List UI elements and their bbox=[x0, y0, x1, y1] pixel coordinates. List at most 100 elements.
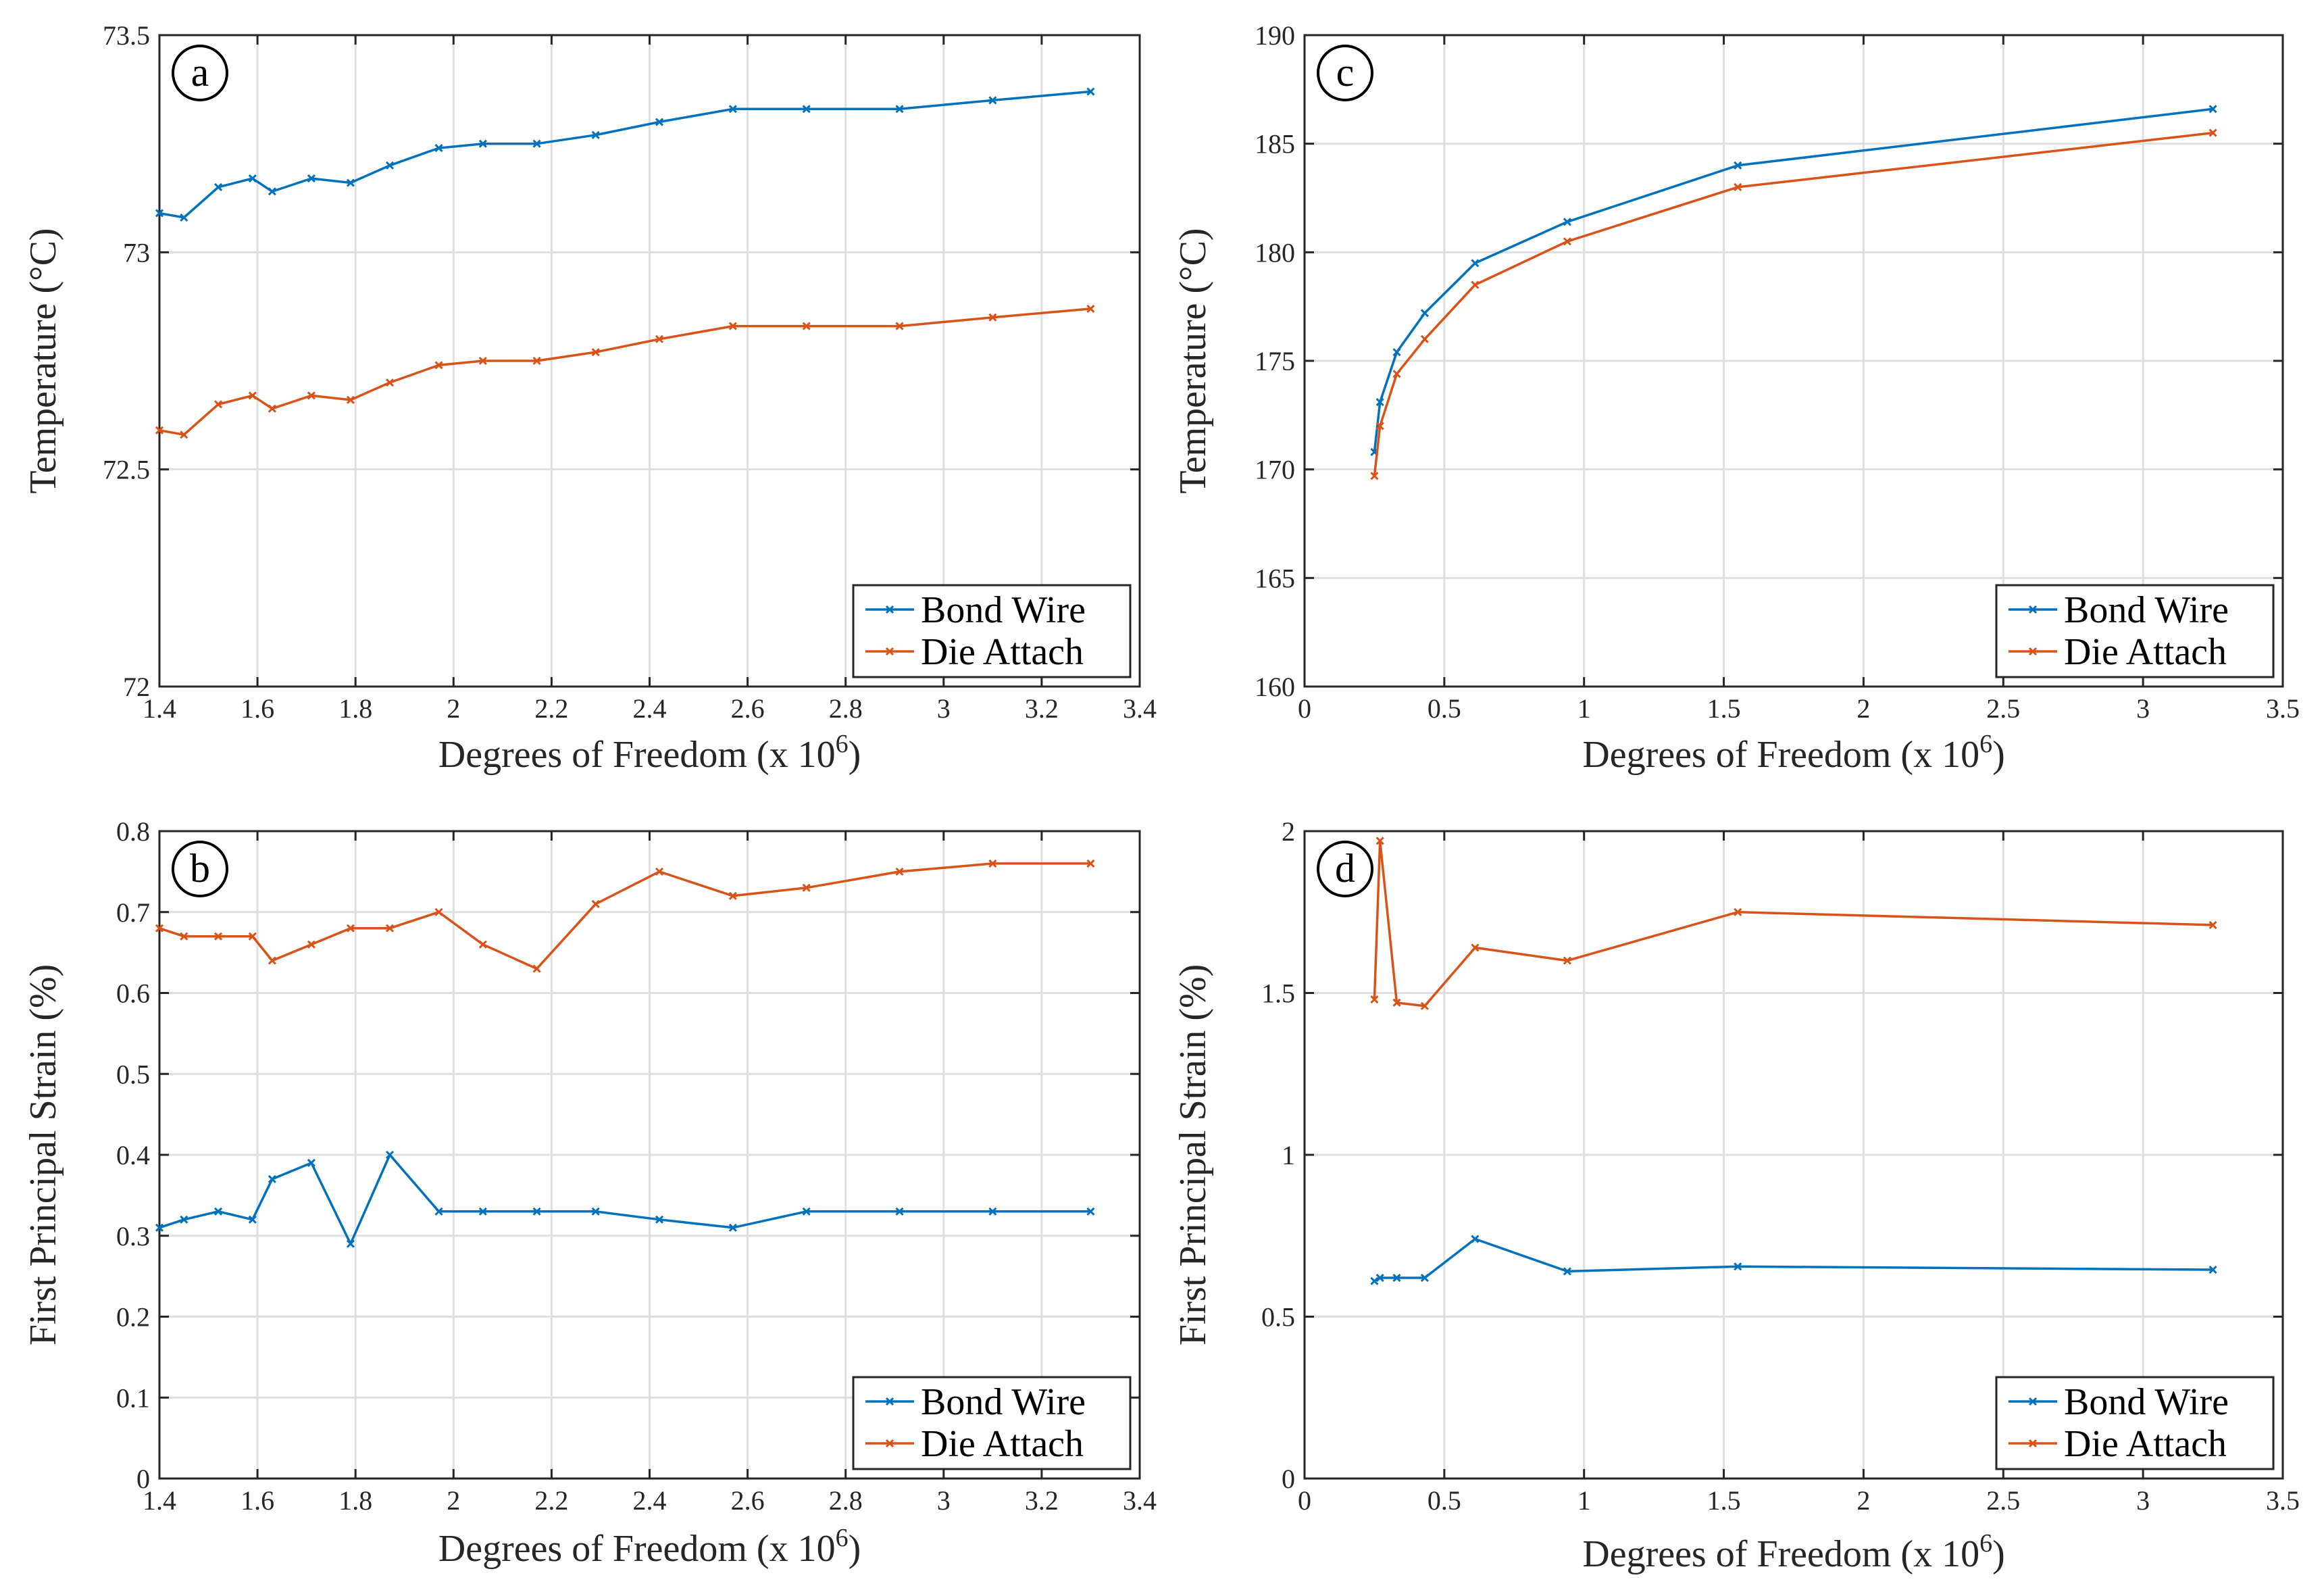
data-point bbox=[2208, 105, 2217, 114]
legend-label: Die Attach bbox=[921, 631, 1084, 673]
data-point bbox=[155, 209, 164, 218]
x-tick-label: 3 bbox=[937, 693, 951, 724]
y-tick-label: 0.5 bbox=[1261, 1302, 1295, 1333]
data-point bbox=[2208, 1265, 2217, 1274]
data-point bbox=[478, 139, 487, 148]
panel-tag: d bbox=[1335, 846, 1355, 891]
data-point bbox=[307, 940, 315, 949]
panel-tag-circle bbox=[1317, 841, 1373, 897]
series-bond-wire bbox=[155, 87, 1095, 222]
series-die-attach bbox=[1370, 128, 2217, 480]
x-tick-label: 2.8 bbox=[829, 1485, 863, 1516]
data-point bbox=[2208, 128, 2217, 137]
data-point bbox=[1086, 1207, 1095, 1216]
x-tick-label: 1.4 bbox=[143, 693, 176, 724]
data-point bbox=[802, 1207, 811, 1216]
data-point bbox=[434, 908, 443, 916]
y-tick-label: 73 bbox=[123, 237, 150, 268]
panel-tag-circle bbox=[1317, 45, 1373, 101]
data-point bbox=[307, 1158, 315, 1168]
data-point bbox=[655, 334, 664, 343]
data-point bbox=[385, 924, 395, 933]
panel-tag: a bbox=[191, 50, 209, 95]
data-point bbox=[213, 1207, 223, 1216]
x-axis-label-text: Degrees of Freedom (x 10 bbox=[1582, 734, 1979, 776]
x-tick-label: 2 bbox=[447, 693, 460, 724]
y-tick-label: 185 bbox=[1255, 129, 1295, 159]
x-tick-label: 3.5 bbox=[2266, 1485, 2300, 1516]
x-tick-label: 3 bbox=[937, 1485, 951, 1516]
x-tick-label: 0 bbox=[1298, 693, 1311, 724]
data-point bbox=[1563, 1267, 1571, 1276]
data-point bbox=[728, 891, 737, 900]
data-point bbox=[478, 356, 487, 366]
panel-tag-circle bbox=[172, 45, 228, 101]
x-tick-label: 3 bbox=[2136, 693, 2150, 724]
legend-marker bbox=[2028, 647, 2038, 656]
data-point bbox=[346, 924, 355, 933]
legend-label: Die Attach bbox=[921, 1423, 1084, 1465]
data-point bbox=[180, 430, 188, 439]
data-point bbox=[728, 322, 737, 330]
data-point bbox=[532, 964, 541, 973]
series-line bbox=[1373, 839, 2213, 1008]
data-point bbox=[655, 1215, 664, 1224]
y-tick-label: 0.5 bbox=[116, 1059, 150, 1089]
legend-marker bbox=[885, 605, 894, 614]
data-point bbox=[213, 932, 223, 941]
data-point bbox=[1370, 995, 1379, 1004]
data-point bbox=[155, 924, 164, 933]
y-tick-label: 0.4 bbox=[116, 1140, 150, 1170]
data-point bbox=[346, 1239, 355, 1248]
data-point bbox=[1471, 259, 1480, 268]
data-point bbox=[988, 1207, 997, 1216]
data-point bbox=[478, 940, 487, 949]
x-tick-label: 2.2 bbox=[534, 1485, 568, 1516]
x-tick-label: 3.4 bbox=[1123, 1485, 1157, 1516]
x-tick-label: 2.8 bbox=[829, 693, 863, 724]
y-tick-label: 0.2 bbox=[116, 1302, 150, 1333]
x-axis-label-close: ) bbox=[849, 734, 861, 776]
x-tick-label: 3.5 bbox=[2266, 693, 2300, 724]
data-point bbox=[268, 1174, 276, 1183]
data-point bbox=[180, 932, 188, 941]
data-point bbox=[248, 932, 257, 941]
y-tick-label: 160 bbox=[1255, 672, 1295, 702]
data-point bbox=[1471, 943, 1480, 952]
legend-box bbox=[852, 1376, 1132, 1470]
x-tick-label: 1.6 bbox=[241, 693, 274, 724]
y-tick-label: 0 bbox=[1282, 1464, 1295, 1494]
data-point bbox=[1471, 280, 1480, 289]
x-axis-label-text: Degrees of Freedom (x 10 bbox=[1582, 1533, 1979, 1575]
data-point bbox=[180, 1215, 188, 1224]
x-axis-label-close: ) bbox=[849, 1528, 861, 1570]
y-axis-label: First Principal Strain (%) bbox=[1172, 964, 1214, 1346]
x-axis-label-exponent: 6 bbox=[836, 1524, 849, 1552]
legend-box bbox=[1995, 1376, 2275, 1470]
series-die-attach bbox=[155, 304, 1095, 439]
y-tick-label: 175 bbox=[1255, 346, 1295, 376]
legend-marker bbox=[2028, 1439, 2038, 1448]
data-point bbox=[1370, 1276, 1379, 1285]
x-axis-label-exponent: 6 bbox=[1979, 730, 1992, 758]
data-point bbox=[802, 105, 811, 114]
data-point bbox=[346, 395, 355, 404]
panel-a: 1.4 1.6 1.8 2 2.2 2.4 2.6 2.8 3 3.2 3.4 72 72.5 73 73.… bbox=[22, 20, 1157, 776]
panel-tag: c bbox=[1336, 50, 1355, 95]
data-point bbox=[895, 322, 904, 330]
y-tick-label: 0.8 bbox=[116, 816, 150, 847]
series-die-attach bbox=[1370, 837, 2217, 1010]
x-axis-label: Degrees of Freedom (x 106) bbox=[1582, 730, 2004, 776]
x-tick-label: 2.5 bbox=[1986, 1485, 2020, 1516]
panel-d: 0 0.5 1 1.5 2 2.5 3 3.5 0 0.5 1 1.5 2 Degrees of Free… bbox=[1172, 816, 2300, 1575]
data-point bbox=[895, 1207, 904, 1216]
legend-label: Bond Wire bbox=[2064, 1381, 2229, 1423]
data-point bbox=[478, 1207, 487, 1216]
y-tick-label: 180 bbox=[1255, 237, 1295, 268]
x-tick-label: 2.6 bbox=[731, 693, 765, 724]
data-point bbox=[213, 400, 223, 409]
x-axis-label-close: ) bbox=[1992, 734, 2005, 776]
data-point bbox=[1392, 370, 1401, 378]
